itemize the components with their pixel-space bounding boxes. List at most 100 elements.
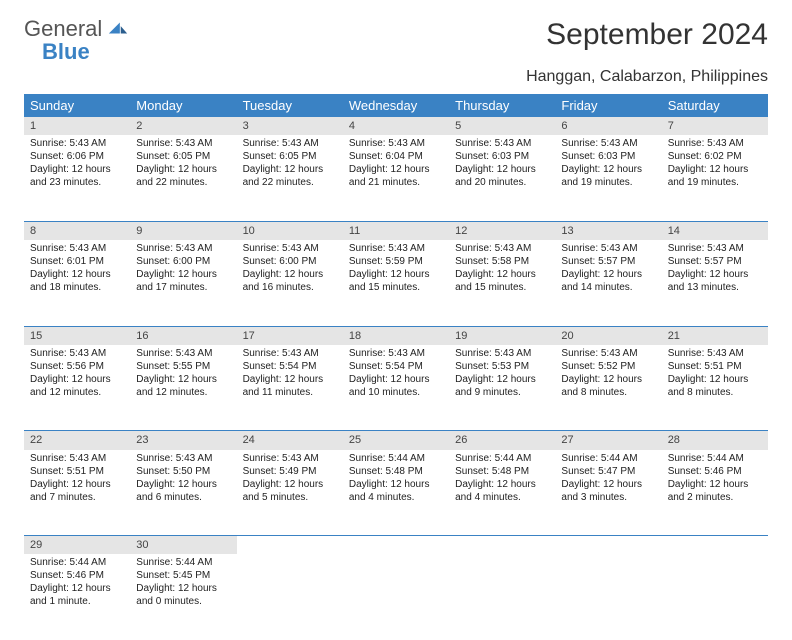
sunset-text: Sunset: 6:04 PM — [349, 150, 443, 163]
day-number-cell: 21 — [662, 326, 768, 345]
day-cell: Sunrise: 5:43 AMSunset: 6:02 PMDaylight:… — [662, 135, 768, 221]
day-number-row: 1234567 — [24, 117, 768, 135]
day-cell: Sunrise: 5:44 AMSunset: 5:48 PMDaylight:… — [343, 450, 449, 536]
daylight-text: Daylight: 12 hours and 6 minutes. — [136, 478, 230, 504]
weekday-header: Tuesday — [237, 94, 343, 117]
brand-text: General Blue — [24, 18, 129, 64]
day-cell: Sunrise: 5:43 AMSunset: 5:55 PMDaylight:… — [130, 345, 236, 431]
day-number-cell: 25 — [343, 431, 449, 450]
sunrise-text: Sunrise: 5:43 AM — [561, 137, 655, 150]
daylight-text: Daylight: 12 hours and 4 minutes. — [349, 478, 443, 504]
daylight-text: Daylight: 12 hours and 20 minutes. — [455, 163, 549, 189]
sunset-text: Sunset: 5:51 PM — [30, 465, 124, 478]
sunrise-text: Sunrise: 5:43 AM — [136, 137, 230, 150]
sunrise-text: Sunrise: 5:43 AM — [243, 242, 337, 255]
day-number-cell: 17 — [237, 326, 343, 345]
daylight-text: Daylight: 12 hours and 23 minutes. — [30, 163, 124, 189]
sunrise-text: Sunrise: 5:44 AM — [561, 452, 655, 465]
day-number-cell: 19 — [449, 326, 555, 345]
day-cell: Sunrise: 5:43 AMSunset: 5:49 PMDaylight:… — [237, 450, 343, 536]
day-cell: Sunrise: 5:43 AMSunset: 6:06 PMDaylight:… — [24, 135, 130, 221]
daylight-text: Daylight: 12 hours and 19 minutes. — [561, 163, 655, 189]
brand-logo: General Blue — [24, 18, 129, 64]
day-number-cell: 12 — [449, 221, 555, 240]
sunrise-text: Sunrise: 5:43 AM — [668, 242, 762, 255]
weekday-header: Monday — [130, 94, 236, 117]
sunrise-text: Sunrise: 5:43 AM — [455, 347, 549, 360]
sunrise-text: Sunrise: 5:44 AM — [349, 452, 443, 465]
day-cell — [343, 554, 449, 640]
day-cell: Sunrise: 5:43 AMSunset: 5:54 PMDaylight:… — [237, 345, 343, 431]
week-row: Sunrise: 5:44 AMSunset: 5:46 PMDaylight:… — [24, 554, 768, 640]
weekday-header: Sunday — [24, 94, 130, 117]
day-cell: Sunrise: 5:43 AMSunset: 5:51 PMDaylight:… — [24, 450, 130, 536]
daylight-text: Daylight: 12 hours and 8 minutes. — [561, 373, 655, 399]
daylight-text: Daylight: 12 hours and 12 minutes. — [136, 373, 230, 399]
daylight-text: Daylight: 12 hours and 14 minutes. — [561, 268, 655, 294]
sail-icon — [107, 20, 129, 36]
day-number-cell: 10 — [237, 221, 343, 240]
day-number-cell: 15 — [24, 326, 130, 345]
sunrise-text: Sunrise: 5:43 AM — [561, 347, 655, 360]
daylight-text: Daylight: 12 hours and 22 minutes. — [136, 163, 230, 189]
daylight-text: Daylight: 12 hours and 5 minutes. — [243, 478, 337, 504]
daylight-text: Daylight: 12 hours and 0 minutes. — [136, 582, 230, 608]
sunset-text: Sunset: 5:57 PM — [668, 255, 762, 268]
day-cell: Sunrise: 5:43 AMSunset: 6:01 PMDaylight:… — [24, 240, 130, 326]
day-cell: Sunrise: 5:43 AMSunset: 6:03 PMDaylight:… — [449, 135, 555, 221]
day-cell: Sunrise: 5:44 AMSunset: 5:46 PMDaylight:… — [662, 450, 768, 536]
sunrise-text: Sunrise: 5:43 AM — [243, 137, 337, 150]
sunset-text: Sunset: 5:46 PM — [30, 569, 124, 582]
sunset-text: Sunset: 5:48 PM — [349, 465, 443, 478]
sunrise-text: Sunrise: 5:44 AM — [136, 556, 230, 569]
day-cell: Sunrise: 5:43 AMSunset: 6:03 PMDaylight:… — [555, 135, 661, 221]
sunrise-text: Sunrise: 5:43 AM — [668, 137, 762, 150]
day-cell: Sunrise: 5:43 AMSunset: 5:51 PMDaylight:… — [662, 345, 768, 431]
day-cell — [237, 554, 343, 640]
sunset-text: Sunset: 5:56 PM — [30, 360, 124, 373]
sunset-text: Sunset: 5:54 PM — [243, 360, 337, 373]
brand-part2: Blue — [42, 39, 90, 64]
day-cell: Sunrise: 5:43 AMSunset: 6:05 PMDaylight:… — [237, 135, 343, 221]
day-number-cell: 24 — [237, 431, 343, 450]
month-title: September 2024 — [546, 18, 768, 52]
sunrise-text: Sunrise: 5:43 AM — [561, 242, 655, 255]
day-number-cell: 27 — [555, 431, 661, 450]
day-cell — [662, 554, 768, 640]
sunrise-text: Sunrise: 5:43 AM — [668, 347, 762, 360]
sunrise-text: Sunrise: 5:44 AM — [455, 452, 549, 465]
day-number-cell: 16 — [130, 326, 236, 345]
sunrise-text: Sunrise: 5:44 AM — [668, 452, 762, 465]
calendar-table: SundayMondayTuesdayWednesdayThursdayFrid… — [24, 94, 768, 640]
sunset-text: Sunset: 5:59 PM — [349, 255, 443, 268]
day-number-cell — [237, 536, 343, 555]
daylight-text: Daylight: 12 hours and 12 minutes. — [30, 373, 124, 399]
day-number-cell: 20 — [555, 326, 661, 345]
daylight-text: Daylight: 12 hours and 11 minutes. — [243, 373, 337, 399]
day-cell: Sunrise: 5:43 AMSunset: 6:00 PMDaylight:… — [237, 240, 343, 326]
sunset-text: Sunset: 6:03 PM — [561, 150, 655, 163]
day-number-cell: 11 — [343, 221, 449, 240]
day-cell: Sunrise: 5:44 AMSunset: 5:46 PMDaylight:… — [24, 554, 130, 640]
sunset-text: Sunset: 5:50 PM — [136, 465, 230, 478]
day-number-cell — [555, 536, 661, 555]
day-number-cell — [449, 536, 555, 555]
sunset-text: Sunset: 5:51 PM — [668, 360, 762, 373]
daylight-text: Daylight: 12 hours and 22 minutes. — [243, 163, 337, 189]
header: General Blue September 2024 — [24, 18, 768, 64]
day-number-cell: 6 — [555, 117, 661, 135]
sunrise-text: Sunrise: 5:44 AM — [30, 556, 124, 569]
daylight-text: Daylight: 12 hours and 16 minutes. — [243, 268, 337, 294]
day-number-cell: 18 — [343, 326, 449, 345]
day-number-cell: 4 — [343, 117, 449, 135]
daylight-text: Daylight: 12 hours and 9 minutes. — [455, 373, 549, 399]
week-row: Sunrise: 5:43 AMSunset: 6:06 PMDaylight:… — [24, 135, 768, 221]
day-number-cell: 14 — [662, 221, 768, 240]
day-number-row: 15161718192021 — [24, 326, 768, 345]
location: Hanggan, Calabarzon, Philippines — [24, 68, 768, 86]
day-cell: Sunrise: 5:43 AMSunset: 5:50 PMDaylight:… — [130, 450, 236, 536]
sunrise-text: Sunrise: 5:43 AM — [136, 347, 230, 360]
daylight-text: Daylight: 12 hours and 15 minutes. — [349, 268, 443, 294]
sunset-text: Sunset: 5:54 PM — [349, 360, 443, 373]
day-number-cell: 3 — [237, 117, 343, 135]
